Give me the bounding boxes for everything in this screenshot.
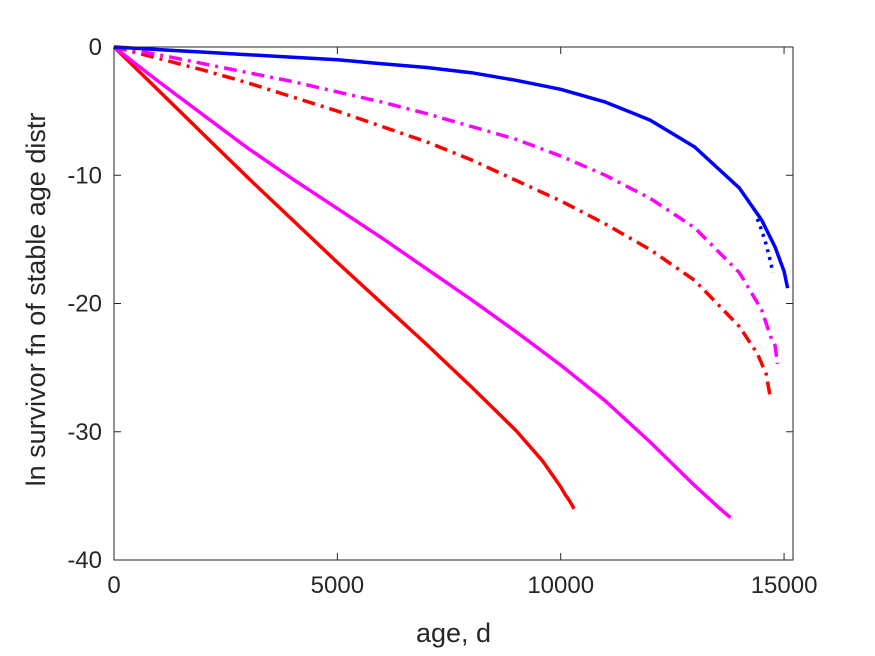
y-tick-label-4: -40 [67, 547, 102, 574]
y-tick-label-2: -20 [67, 291, 102, 318]
x-tick-label-3: 15000 [751, 572, 818, 599]
series-layer [112, 45, 790, 520]
series-line-6 [755, 218, 775, 274]
x-axis-label: age, d [416, 618, 491, 648]
tick-layer: 0 5000 10000 15000 0 -10 -20 -30 -40 [67, 34, 817, 599]
y-tick-label-3: -30 [67, 419, 102, 446]
series-line-4 [113, 45, 780, 365]
x-tick-label-2: 10000 [527, 572, 594, 599]
y-axis-label: ln survivor fn of stable age distr [21, 113, 51, 487]
series-line-1 [112, 45, 576, 510]
x-tick-label-1: 5000 [311, 572, 364, 599]
y-tick-label-0: 0 [89, 34, 102, 61]
series-line-3 [113, 45, 773, 401]
y-tick-label-1: -10 [67, 162, 102, 189]
series-line-2 [112, 45, 732, 520]
x-tick-label-0: 0 [107, 572, 120, 599]
series-line-5 [113, 45, 790, 289]
